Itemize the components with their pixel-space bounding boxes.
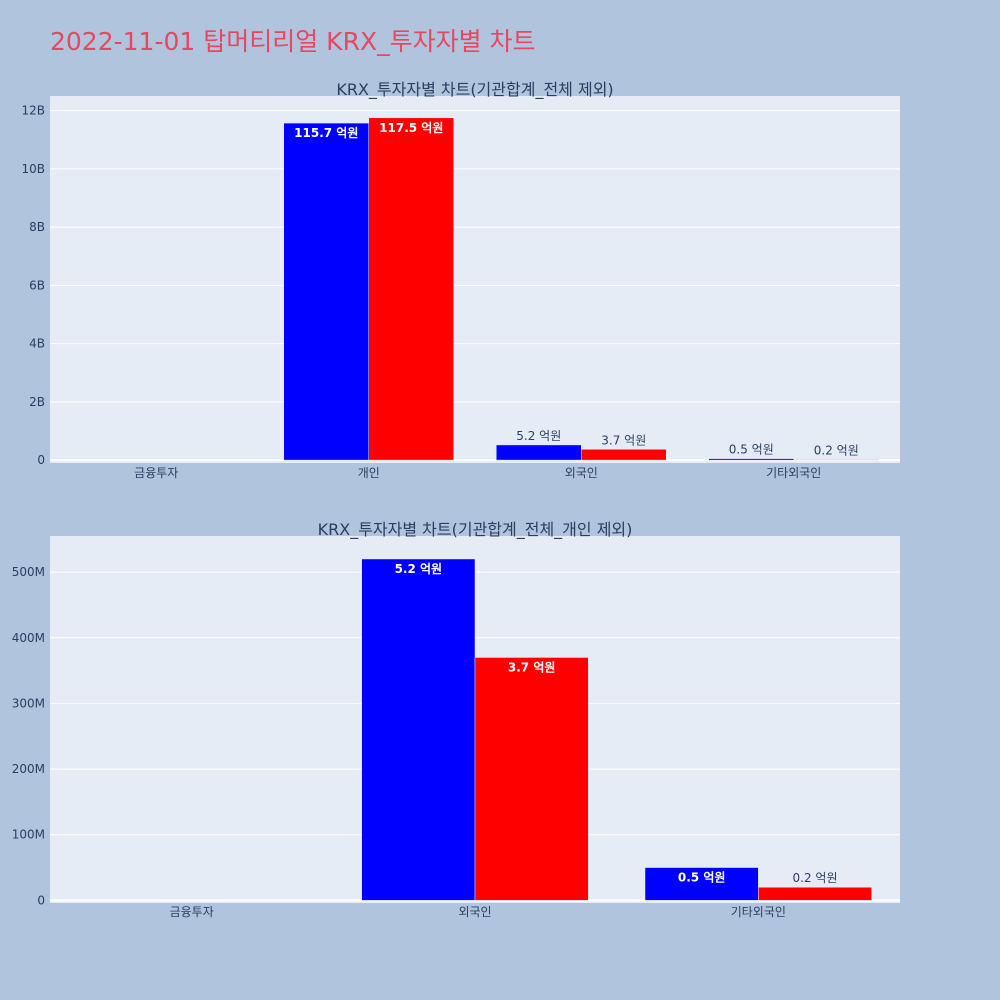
top-xtick-label: 기타외국인 [766,466,821,480]
bottom-bar-label: 0.2 억원 [793,871,838,885]
bottom-bar [644,867,759,901]
top-ytick-label: 8B [29,220,45,234]
bottom-ytick-label: 300M [12,696,45,710]
top-bar [496,444,582,461]
bottom-bar-label: 3.7 억원 [508,660,556,674]
page-title: 2022-11-01 탑머티리얼 KRX_투자자별 차트 [50,27,536,56]
top-bar-label: 5.2 억원 [516,429,561,443]
bottom-bar [474,657,589,901]
bottom-ytick-label: 500M [12,565,45,579]
top-ytick-label: 12B [21,104,45,118]
bottom-ytick-label: 400M [12,631,45,645]
top-bar-label: 0.2 억원 [814,444,859,458]
top-plot-area [50,96,900,463]
top-ytick-label: 10B [21,162,45,176]
bottom-xtick-label: 금융투자 [170,905,214,919]
top-bar-chart: 0 2B 4B 6B 8B 10B 12B KRX_투자자별 차트(기관합계_전체 제외) 금융… [21,80,900,480]
top-ytick-label: 2B [29,395,45,409]
top-chart-title: KRX_투자자별 차트(기관합계_전체 제외) [336,80,613,100]
top-xtick-label: 개인 [358,466,380,480]
bottom-bar [361,558,476,901]
top-bar-label: 3.7 억원 [601,433,646,447]
bottom-chart-title: KRX_투자자별 차트(기관합계_전체_개인 제외) [318,520,633,540]
top-xtick-label: 금융투자 [134,466,178,480]
bottom-xtick-label: 외국인 [458,905,491,919]
top-xtick-label: 외국인 [565,466,598,480]
top-bar [581,449,667,461]
bottom-ytick-label: 100M [12,828,45,842]
top-bar-label: 117.5 억원 [379,121,443,135]
top-bar [368,117,454,461]
top-bar [708,458,794,461]
bottom-ytick-label: 200M [12,762,45,776]
top-ytick-label: 0 [37,453,45,467]
bottom-bar-chart: 0 100M 200M 300M 400M 500M KRX_투자자별 차트(기관합계_전체… [12,520,900,919]
top-bar [283,122,369,461]
bottom-bar-label: 5.2 억원 [395,562,443,576]
bottom-xtick-label: 기타외국인 [731,905,786,919]
bottom-ytick-label: 0 [37,893,45,907]
top-bar [793,459,879,461]
top-ytick-label: 4B [29,337,45,351]
top-bar-label: 115.7 억원 [294,126,358,140]
top-ytick-label: 6B [29,278,45,292]
top-bar-label: 0.5 억원 [729,443,774,457]
bottom-bar-label: 0.5 억원 [678,871,726,885]
bottom-bar [758,886,872,901]
